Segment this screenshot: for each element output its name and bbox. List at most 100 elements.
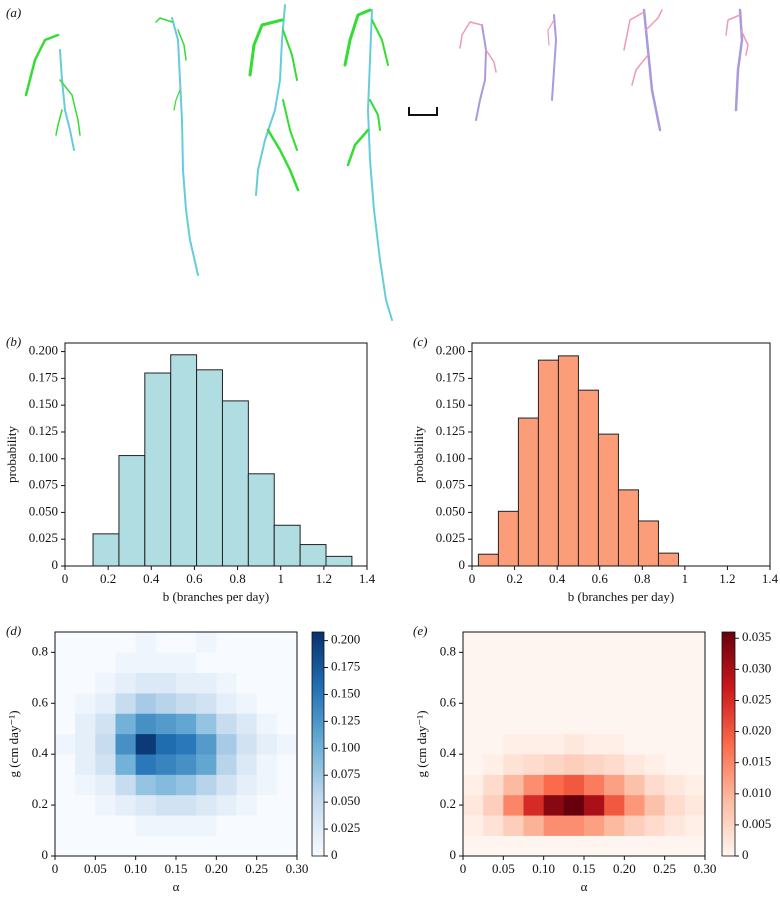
heat-cell	[55, 754, 76, 775]
heat-cell	[664, 672, 686, 694]
y-tick-label: 0.125	[436, 423, 465, 438]
root-group-green	[24, 4, 393, 321]
heat-cell	[95, 733, 116, 755]
y-tick-label: 0.075	[436, 477, 465, 492]
y-tick-label: 0.150	[29, 396, 58, 411]
heat-cell	[276, 733, 298, 755]
root	[173, 89, 181, 111]
heat-cell	[584, 693, 605, 714]
heat-cell	[584, 713, 605, 735]
colorbar-tick-label: 0.050	[331, 793, 360, 808]
x-tick-label: 0.15	[573, 861, 596, 876]
heat-cell	[624, 672, 645, 694]
x-tick-label: 0.30	[694, 861, 717, 876]
heat-cell	[503, 794, 524, 816]
heat-cell	[584, 815, 605, 836]
heat-cell	[55, 733, 76, 755]
heat-cell	[176, 754, 197, 775]
heat-cell	[95, 672, 116, 694]
heat-cell	[196, 774, 217, 796]
heat-cell	[563, 774, 585, 796]
heat-cell	[135, 713, 157, 735]
heat-cell	[624, 733, 645, 755]
axes-frame	[471, 342, 771, 567]
x-axis-label: b (branches per day)	[163, 589, 269, 604]
heat-cell	[135, 733, 157, 755]
heat-cell	[543, 774, 565, 796]
root	[59, 49, 75, 151]
x-tick-label: 0.4	[549, 571, 566, 586]
root	[343, 8, 372, 67]
heat-cell	[75, 794, 96, 816]
heat-cell	[155, 835, 177, 857]
heat-cell	[216, 774, 237, 796]
heat-cell	[95, 754, 116, 775]
heat-cell	[55, 794, 76, 816]
heat-cell	[256, 754, 278, 775]
heat-cell	[684, 774, 706, 796]
heat-cell	[664, 733, 686, 755]
y-axis-label: g (cm day⁻¹)	[414, 710, 429, 777]
colorbar-tick-label: 0.015	[742, 754, 771, 769]
bar	[517, 417, 539, 567]
heat-cell	[644, 713, 665, 735]
root	[346, 128, 370, 167]
heat-cell	[236, 733, 257, 755]
heat-cell	[216, 632, 237, 653]
heat-cell	[115, 754, 136, 775]
heat-cell	[503, 693, 524, 714]
colorbar-tick-label: 0.150	[331, 685, 360, 700]
y-tick-label: 0.175	[29, 369, 58, 384]
heat-cell	[135, 835, 157, 857]
y-tick-label: 0.125	[29, 423, 58, 438]
heat-cell	[543, 794, 565, 816]
heat-cell	[75, 835, 96, 857]
x-tick-label: 0.30	[286, 861, 309, 876]
x-tick-label: 0.10	[124, 861, 147, 876]
panel-label: (b)	[6, 334, 21, 349]
heat-cell	[216, 835, 237, 857]
heat-cell	[503, 652, 524, 674]
heat-cell	[236, 672, 257, 694]
root	[547, 19, 555, 46]
heat-cell	[256, 794, 278, 816]
heat-cell	[176, 652, 197, 674]
heat-cell	[584, 774, 605, 796]
x-tick-label: 0.25	[653, 861, 676, 876]
heat-cell	[95, 632, 116, 653]
heat-cell	[216, 713, 237, 735]
heat-cell	[624, 774, 645, 796]
heat-cell	[523, 672, 544, 694]
colorbar	[721, 631, 736, 857]
heat-cell	[664, 815, 686, 836]
colorbar-tick-label: 0.035	[742, 629, 771, 644]
y-tick-label: 0.100	[29, 450, 58, 465]
heat-cell	[256, 774, 278, 796]
heat-cell	[503, 632, 524, 653]
heat-cell	[563, 815, 585, 836]
heat-cell	[483, 835, 504, 857]
heat-cell	[543, 652, 565, 674]
heat-cell	[463, 794, 484, 816]
bar	[170, 354, 198, 567]
x-tick-label: 0	[52, 861, 59, 876]
heat-cell	[95, 652, 116, 674]
heat-cell	[95, 815, 116, 836]
heat-cell	[75, 652, 96, 674]
heat-cell	[135, 754, 157, 775]
root	[248, 18, 284, 77]
y-tick-label: 0.175	[436, 369, 465, 384]
heat-cell	[684, 632, 706, 653]
x-tick-label: 1.2	[316, 571, 332, 586]
heat-cell	[463, 815, 484, 836]
heat-cell	[604, 754, 625, 775]
heat-cell	[115, 672, 136, 694]
bar	[497, 510, 519, 567]
colorbar-tick-label: 0.200	[331, 632, 360, 647]
heat-cell	[684, 733, 706, 755]
heat-cell	[563, 794, 585, 816]
heat-cell	[216, 754, 237, 775]
panel-label: (c)	[413, 334, 427, 349]
heat-cell	[176, 733, 197, 755]
panel-label: (a)	[6, 5, 21, 20]
